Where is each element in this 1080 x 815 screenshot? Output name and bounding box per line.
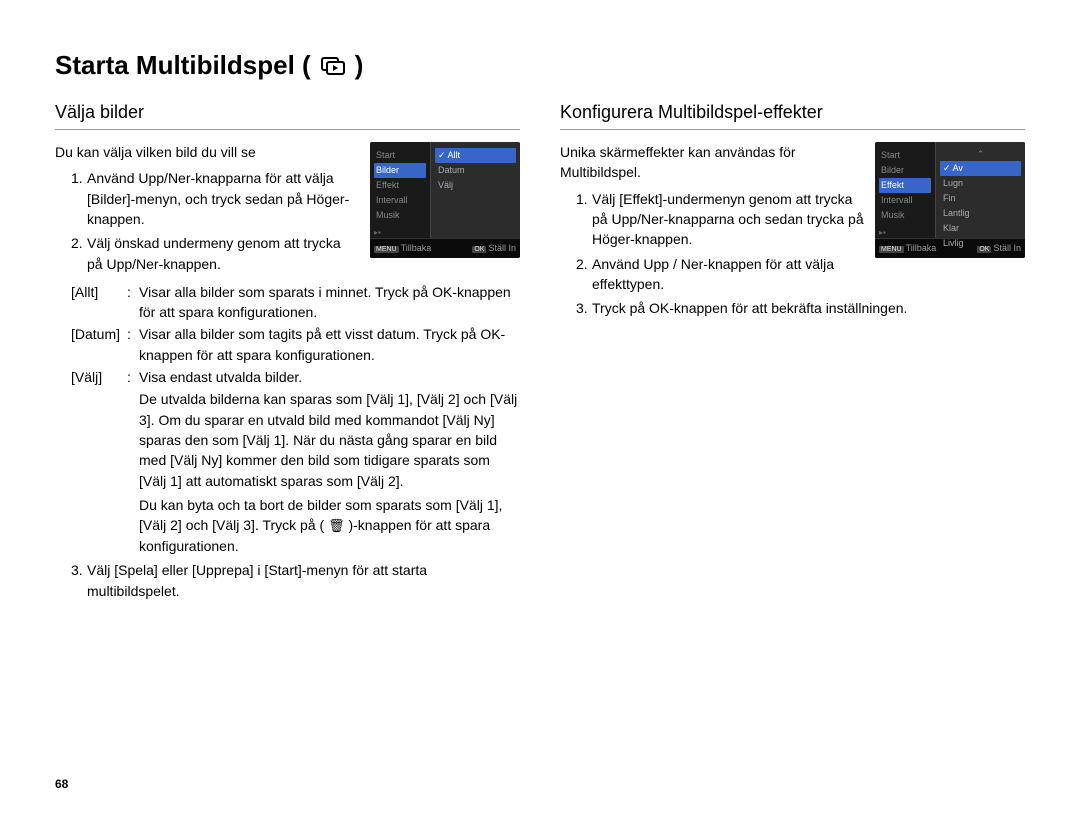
menu-item: Bilder <box>879 163 931 178</box>
right-heading: Konfigurera Multibildspel-effekter <box>560 99 1025 130</box>
menu-item: Intervall <box>374 193 426 208</box>
menu-item: Intervall <box>879 193 931 208</box>
sub-item: Lugn <box>940 176 1021 191</box>
left-heading: Välja bilder <box>55 99 520 130</box>
slideshow-icon <box>321 57 345 75</box>
def-term-datum: [Datum] <box>71 324 127 365</box>
def-term-allt: [Allt] <box>71 282 127 323</box>
thumb-submenu: ⌃ Av Lugn Fin Lantlig Klar Livlig <box>935 142 1025 238</box>
step-3: 3.Välj [Spela] eller [Upprepa] i [Start]… <box>71 560 520 601</box>
page-title: Starta Multibildspel ( ) <box>55 50 1025 81</box>
menu-item: Start <box>879 148 931 163</box>
footer-set: Ställ In <box>488 243 516 253</box>
page-number: 68 <box>55 777 68 791</box>
menu-item: Effekt <box>374 178 426 193</box>
trash-icon: 🗑 <box>328 518 345 533</box>
sub-item-selected: Allt <box>435 148 516 163</box>
step-3: 3.Tryck på OK-knappen för att bekräfta i… <box>576 298 1025 318</box>
sub-item: Klar <box>940 221 1021 236</box>
step-1: 1.Välj [Effekt]-undermenyn genom att try… <box>576 189 865 250</box>
thumb-menu: Start Bilder Effekt Intervall Musik ▸▪ <box>370 142 430 238</box>
def-valj-cont1: De utvalda bilderna kan sparas som [Välj… <box>139 389 520 490</box>
menu-item: Musik <box>879 208 931 223</box>
up-arrow-icon: ⌃ <box>940 148 1021 161</box>
step-1: 1.Använd Upp/Ner-knapparna för att välja… <box>71 168 360 229</box>
menu-item-selected: Bilder <box>374 163 426 178</box>
title-suffix: ) <box>355 50 364 81</box>
def-desc-allt: Visar alla bilder som sparats i minnet. … <box>139 282 520 323</box>
menu-item: Start <box>374 148 426 163</box>
menu-button-label: MENU <box>879 246 904 253</box>
thumb-menu: Start Bilder Effekt Intervall Musik ▸▪ <box>875 142 935 238</box>
footer-set: Ställ In <box>993 243 1021 253</box>
left-column: Välja bilder Start Bilder Effekt Interva… <box>55 99 520 605</box>
sub-item: Fin <box>940 191 1021 206</box>
sub-item: Datum <box>435 163 516 178</box>
footer-back: Tillbaka <box>401 243 432 253</box>
def-valj-cont2: Du kan byta och ta bort de bilder som sp… <box>139 495 520 556</box>
title-prefix: Starta Multibildspel ( <box>55 50 311 81</box>
menu-item-selected: Effekt <box>879 178 931 193</box>
menu-button-label: MENU <box>374 246 399 253</box>
play-mode-icon: ▸▪ <box>374 227 426 239</box>
ok-button-label: OK <box>977 246 991 253</box>
thumb-footer: MENUTillbaka OKStäll In <box>370 238 520 258</box>
right-column: Konfigurera Multibildspel-effekter Start… <box>560 99 1025 605</box>
def-desc-datum: Visar alla bilder som tagits på ett viss… <box>139 324 520 365</box>
thumb-submenu: Allt Datum Välj <box>430 142 520 238</box>
footer-back: Tillbaka <box>906 243 937 253</box>
sub-item: Lantlig <box>940 206 1021 221</box>
ok-button-label: OK <box>472 246 486 253</box>
manual-page: Starta Multibildspel ( ) Välja bilder St… <box>0 0 1080 625</box>
play-mode-icon: ▸▪ <box>879 227 931 239</box>
step-2: 2.Använd Upp / Ner-knappen för att välja… <box>576 254 865 295</box>
definitions: [Allt] : Visar alla bilder som sparats i… <box>71 282 520 556</box>
def-term-valj: [Välj] <box>71 367 127 387</box>
right-screenshot: Start Bilder Effekt Intervall Musik ▸▪ ⌃… <box>875 142 1025 258</box>
left-screenshot: Start Bilder Effekt Intervall Musik ▸▪ A… <box>370 142 520 258</box>
step-2: 2.Välj önskad undermeny genom att trycka… <box>71 233 360 274</box>
sub-item: Välj <box>435 178 516 193</box>
def-desc-valj: Visa endast utvalda bilder. <box>139 367 520 387</box>
sub-item-selected: Av <box>940 161 1021 176</box>
menu-item: Musik <box>374 208 426 223</box>
